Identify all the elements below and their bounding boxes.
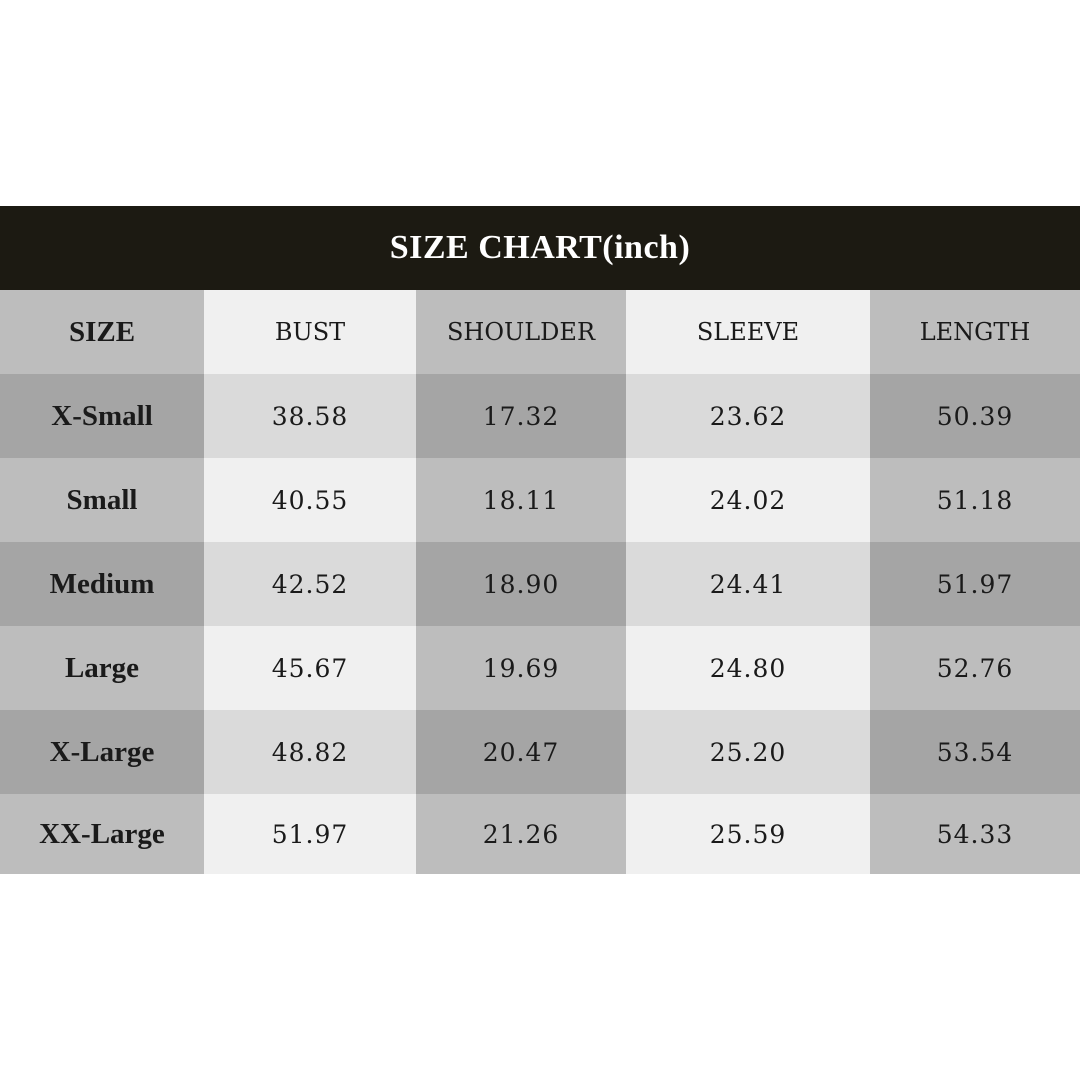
- size-label: X-Small: [0, 374, 204, 458]
- length-value: 54.33: [870, 794, 1080, 874]
- sleeve-value: 24.80: [626, 626, 870, 710]
- header-row: SIZE BUST SHOULDER SLEEVE LENGTH: [0, 290, 1080, 374]
- size-label: Small: [0, 458, 204, 542]
- length-value: 53.54: [870, 710, 1080, 794]
- size-label: X-Large: [0, 710, 204, 794]
- length-value: 52.76: [870, 626, 1080, 710]
- table-row: X-Small 38.58 17.32 23.62 50.39: [0, 374, 1080, 458]
- shoulder-value: 18.90: [416, 542, 626, 626]
- sleeve-value: 24.41: [626, 542, 870, 626]
- size-label: Medium: [0, 542, 204, 626]
- length-value: 50.39: [870, 374, 1080, 458]
- table-row: Large 45.67 19.69 24.80 52.76: [0, 626, 1080, 710]
- sleeve-value: 23.62: [626, 374, 870, 458]
- table-row: X-Large 48.82 20.47 25.20 53.54: [0, 710, 1080, 794]
- sleeve-value: 25.59: [626, 794, 870, 874]
- header-cell-bust: BUST: [204, 290, 416, 374]
- bust-value: 45.67: [204, 626, 416, 710]
- bust-value: 40.55: [204, 458, 416, 542]
- size-chart: SIZE CHART(inch) SIZE BUST SHOULDER SLEE…: [0, 206, 1080, 874]
- header-cell-size: SIZE: [0, 290, 204, 374]
- size-table: SIZE BUST SHOULDER SLEEVE LENGTH X-Small…: [0, 290, 1080, 874]
- chart-title: SIZE CHART(inch): [0, 206, 1080, 290]
- length-value: 51.97: [870, 542, 1080, 626]
- bust-value: 51.97: [204, 794, 416, 874]
- header-cell-sleeve: SLEEVE: [626, 290, 870, 374]
- length-value: 51.18: [870, 458, 1080, 542]
- sleeve-value: 25.20: [626, 710, 870, 794]
- header-cell-length: LENGTH: [870, 290, 1080, 374]
- sleeve-value: 24.02: [626, 458, 870, 542]
- bust-value: 42.52: [204, 542, 416, 626]
- bust-value: 38.58: [204, 374, 416, 458]
- shoulder-value: 17.32: [416, 374, 626, 458]
- table-row: Medium 42.52 18.90 24.41 51.97: [0, 542, 1080, 626]
- bust-value: 48.82: [204, 710, 416, 794]
- table-row: XX-Large 51.97 21.26 25.59 54.33: [0, 794, 1080, 874]
- table-row: Small 40.55 18.11 24.02 51.18: [0, 458, 1080, 542]
- shoulder-value: 18.11: [416, 458, 626, 542]
- shoulder-value: 21.26: [416, 794, 626, 874]
- header-cell-shoulder: SHOULDER: [416, 290, 626, 374]
- shoulder-value: 20.47: [416, 710, 626, 794]
- size-label: XX-Large: [0, 794, 204, 874]
- shoulder-value: 19.69: [416, 626, 626, 710]
- size-label: Large: [0, 626, 204, 710]
